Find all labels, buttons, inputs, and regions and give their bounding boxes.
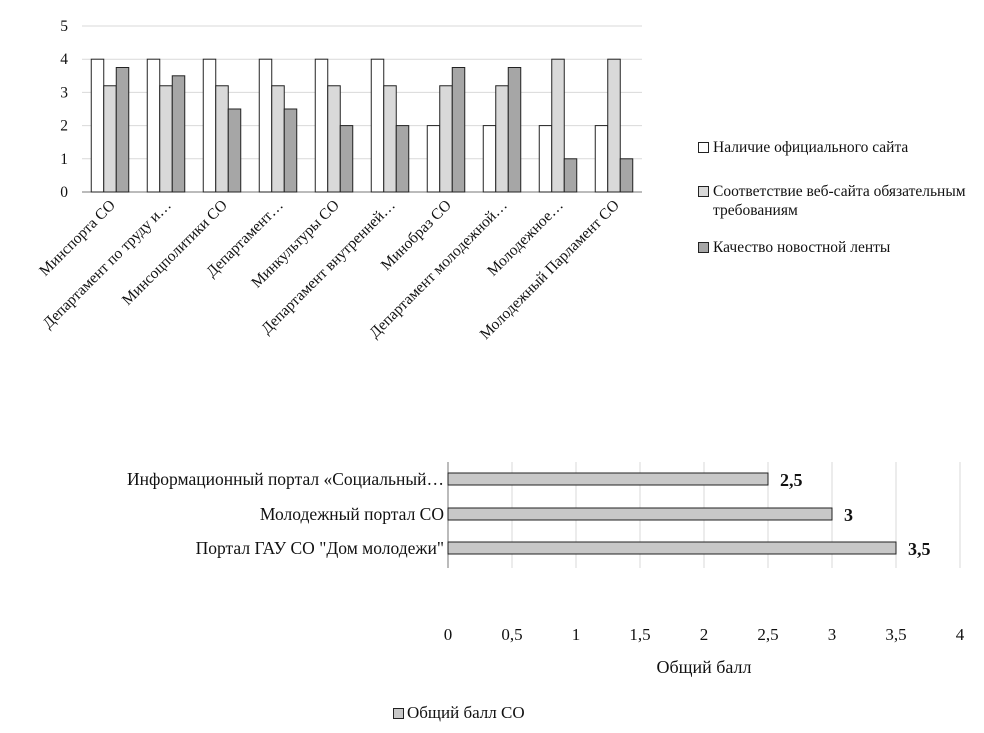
bar	[171, 75, 186, 193]
data-label: 2,5	[780, 470, 803, 490]
bar	[215, 85, 229, 193]
legend-label: Соответствие веб-сайта обязательным треб…	[713, 183, 966, 219]
bar	[447, 507, 833, 521]
x-tick-label: 0,5	[501, 625, 522, 644]
legend-item-official-site: Наличие официального сайта	[698, 138, 983, 157]
bar	[447, 472, 769, 486]
legend-label: Общий балл СО	[407, 703, 525, 722]
bar	[594, 125, 609, 193]
y-tick-label: 2	[60, 118, 68, 135]
y-tick-label: 4	[60, 51, 68, 68]
bar	[383, 85, 397, 193]
bar	[146, 58, 161, 193]
legend-website-scores: Наличие официального сайта Соответствие …	[698, 138, 983, 282]
bar	[271, 85, 285, 193]
y-tick-label: 3	[60, 84, 68, 101]
bar	[563, 158, 578, 193]
x-tick-label: 0	[444, 625, 453, 644]
bar	[227, 108, 242, 193]
x-tick-label: 1,5	[629, 625, 650, 644]
bar	[426, 125, 441, 193]
x-tick-label: 3	[828, 625, 837, 644]
x-tick-label: 4	[956, 625, 965, 644]
y-tick-label: Портал ГАУ СО "Дом молодежи"	[196, 538, 444, 558]
legend-label: Качество новостной ленты	[713, 239, 891, 256]
legend-swatch	[698, 142, 709, 153]
y-tick-label: 5	[60, 18, 68, 35]
legend-swatch	[698, 186, 709, 197]
x-tick-label: Минсоцполитики СО	[119, 197, 231, 309]
x-tick-label: 2,5	[757, 625, 778, 644]
x-tick-label: 3,5	[885, 625, 906, 644]
legend-overall-score: Общий балл СО	[393, 703, 525, 723]
bar	[283, 108, 298, 193]
legend-item-compliance: Соответствие веб-сайта обязательным треб…	[698, 182, 983, 220]
bar	[495, 85, 509, 193]
bar	[538, 125, 553, 193]
data-label: 3,5	[908, 539, 931, 559]
bar	[607, 58, 621, 193]
bar	[482, 125, 497, 193]
bar	[439, 85, 453, 193]
bar	[103, 85, 117, 193]
legend-swatch	[698, 242, 709, 253]
bar	[115, 67, 130, 193]
bar	[90, 58, 105, 193]
bar	[202, 58, 217, 193]
bar	[370, 58, 385, 193]
bar	[507, 67, 522, 193]
y-tick-label: 1	[60, 151, 68, 168]
y-tick-label: Информационный портал «Социальный…	[127, 469, 444, 489]
y-tick-label: Молодежный портал СО	[260, 504, 444, 524]
chart-overall-score: 0 0,5 1 1,5 2 2,5 3 3,5 4 Общий балл Информационны…	[127, 462, 965, 677]
x-tick-label: 2	[700, 625, 709, 644]
bar	[314, 58, 329, 193]
x-tick-label: 1	[572, 625, 581, 644]
legend-item-news-quality: Качество новостной ленты	[698, 238, 983, 257]
bar	[619, 158, 634, 193]
bar	[451, 67, 466, 193]
bar	[327, 85, 341, 193]
x-axis-title: Общий балл	[656, 657, 751, 677]
bar	[159, 85, 173, 193]
bar	[447, 541, 897, 555]
data-label: 3	[844, 505, 853, 525]
legend-swatch	[393, 707, 404, 719]
bar	[551, 58, 565, 193]
bar	[339, 125, 354, 193]
y-tick-label: 0	[60, 184, 68, 201]
legend-label: Наличие официального сайта	[713, 139, 909, 156]
bar	[395, 125, 410, 193]
bar	[258, 58, 273, 193]
